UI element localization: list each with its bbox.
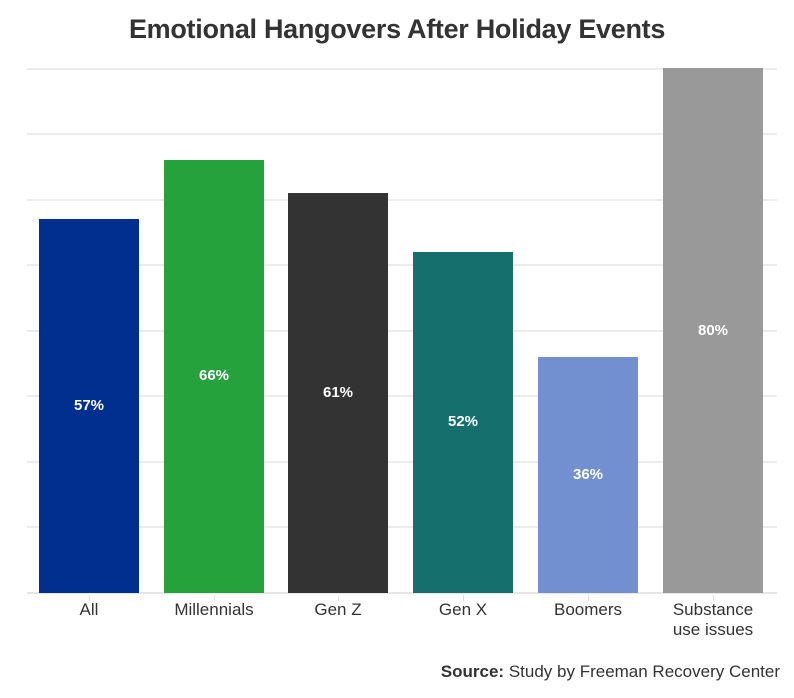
- gridline: [27, 526, 777, 528]
- x-tick: [463, 595, 464, 601]
- x-tick-label-gen-z: Gen Z: [314, 600, 362, 619]
- gridline: [27, 133, 777, 135]
- chart-title: Emotional Hangovers After Holiday Events: [128, 14, 666, 44]
- x-tick: [713, 595, 714, 601]
- bar-value-label: 52%: [447, 413, 479, 431]
- x-tick: [214, 595, 215, 601]
- gridline: [27, 395, 777, 397]
- bar-value-label: 80%: [697, 321, 729, 339]
- x-tick-label-all: All: [79, 600, 99, 619]
- source-text: Study by Freeman Recovery Center: [504, 662, 780, 681]
- gridline: [27, 264, 777, 266]
- bar-gen-z: 61%: [288, 192, 388, 593]
- bar-substance-use-issues: 80%: [663, 68, 763, 593]
- bar-value-label: 36%: [572, 465, 604, 483]
- x-tick: [588, 595, 589, 601]
- source-note: Source: Study by Freeman Recovery Center: [441, 662, 780, 682]
- gridline: [27, 199, 777, 201]
- x-tick-label-boomers: Boomers: [553, 600, 623, 619]
- x-axis-line: [27, 592, 777, 594]
- bar-boomers: 36%: [538, 356, 638, 593]
- plot-area: 57% 66% 61% 52% 36% 80%: [27, 68, 777, 601]
- bar-gen-x: 52%: [413, 251, 513, 593]
- x-tick-label-substance-use-issues: Substance use issues: [672, 600, 754, 639]
- source-label: Source:: [440, 662, 505, 681]
- bar-value-label: 57%: [73, 396, 105, 414]
- x-tick-label-gen-x: Gen X: [438, 600, 488, 619]
- bar-value-label: 61%: [322, 383, 354, 401]
- gridline: [27, 68, 777, 70]
- gridline: [27, 330, 777, 332]
- x-tick-label-millennials: Millennials: [174, 600, 254, 619]
- gridline: [27, 461, 777, 463]
- bar-millennials: 66%: [164, 159, 264, 593]
- x-tick: [89, 595, 90, 601]
- bar-value-label: 66%: [198, 367, 230, 385]
- bar-all: 57%: [39, 218, 139, 593]
- x-tick: [338, 595, 339, 601]
